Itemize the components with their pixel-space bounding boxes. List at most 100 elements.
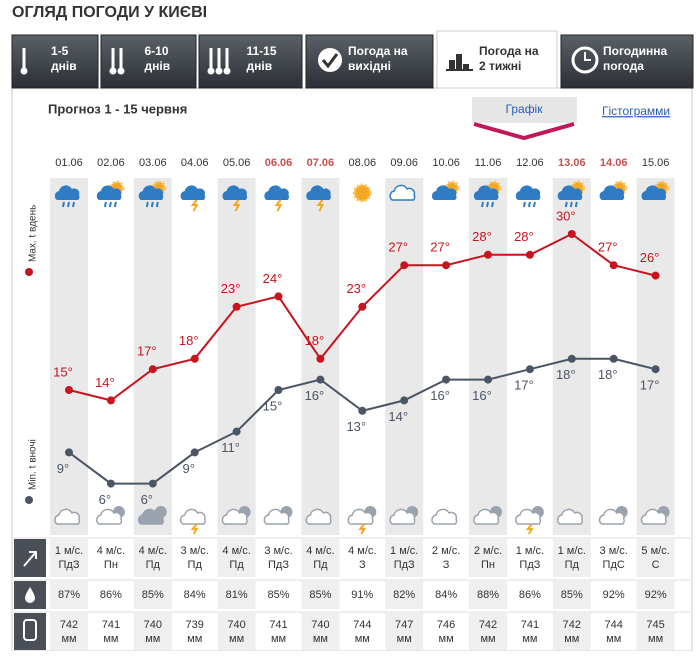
tab-label: Погода на [479,44,539,58]
point [148,365,157,374]
point [316,375,325,384]
icon-cloud [306,185,331,200]
icon-cloud [515,508,542,525]
value-label: 14° [95,375,115,390]
date-label: 04.06 [181,157,209,169]
cell-band [301,539,340,577]
icon-cloud [96,508,123,525]
point [232,427,241,436]
value-label: 17° [514,378,534,393]
pressure: 740 [311,619,329,631]
value-label: 26° [640,250,660,265]
cell-band [469,613,507,650]
value-label: 17° [640,378,660,393]
value-label: 16° [472,388,492,403]
tab-label: Погодинна [603,44,667,58]
value-label: 15° [263,398,283,413]
graph-view[interactable]: Графік [506,102,544,116]
pressure: 744 [605,619,623,631]
humidity: 85% [309,589,331,601]
tab-icon [318,48,342,72]
value-label: 18° [305,333,325,348]
tab-label: 2 тижні [479,59,521,73]
icon-drop [145,201,149,208]
histogram-view[interactable]: Гістограмми [602,104,670,118]
icon-cloud [473,185,499,200]
cell-band [552,613,591,650]
date-label: 12.06 [516,157,544,169]
tab-label: днів [247,59,273,73]
icon-cloud [389,508,416,525]
date-label: 15.06 [642,157,670,169]
icon-sun [352,183,372,203]
date-label: 07.06 [307,157,335,169]
icon-bolt [316,199,325,212]
value-label: 27° [388,240,408,255]
tab-label: погода [603,59,644,73]
cell-band [50,539,88,577]
pressure-unit: мм [564,633,579,645]
point [358,406,367,415]
value-label: 16° [430,388,450,403]
cell-band [552,539,591,577]
humidity: 86% [519,589,541,601]
point [232,302,241,311]
icon-drop [67,201,70,208]
icon-cloud [96,185,122,200]
icon-bolt [190,199,199,212]
value-label: 28° [472,229,492,244]
humidity: 92% [603,589,625,601]
pressure: 740 [227,619,245,631]
date-label: 06.06 [265,157,293,169]
cell-band [133,539,172,577]
value-label: 9° [57,461,69,476]
cell-band [636,613,675,650]
pressure: 744 [353,619,371,631]
icon-cloud [138,185,164,200]
value-label: 11° [221,440,240,455]
humidity: 91% [351,589,373,601]
tab[interactable] [11,34,99,89]
icon-bolt [232,199,241,212]
point [274,292,283,301]
humidity: 81% [226,589,248,601]
pressure-unit: мм [271,633,286,645]
pressure: 746 [437,619,455,631]
humidity: 85% [142,589,164,601]
tab[interactable] [560,34,694,89]
wind-speed: 1 м/с. [390,545,418,557]
icon-cloud [473,508,500,525]
wind-speed: 4 м/с. [306,545,334,557]
point [525,365,534,374]
wind-direction: Пн [481,559,495,571]
point [651,365,660,374]
point [400,261,409,270]
value-label: 28° [514,229,534,244]
icon-cloud [641,185,667,200]
cell-band [133,581,172,609]
graph-button[interactable] [472,97,577,123]
tab-icon [20,67,28,75]
point [525,250,534,259]
tab[interactable] [100,34,197,89]
cell-band [217,613,256,650]
point [651,271,660,280]
point [274,386,283,394]
cell-band [385,539,424,577]
point [106,396,115,405]
wind-direction: Пн [104,559,118,571]
tab[interactable] [305,34,434,89]
icon-bolt [274,199,283,212]
tab-icon [456,54,462,70]
pressure: 740 [144,619,162,631]
point [442,261,451,270]
icon-drop [72,201,75,208]
pressure-unit: мм [397,633,412,645]
icon-cloud [598,508,625,525]
wind-direction: Пд [565,559,580,571]
wind-speed: 4 м/с. [97,545,125,557]
tab[interactable] [198,34,303,89]
value-label: 27° [430,240,450,255]
tab-icon [449,60,455,70]
icon-drop [113,201,117,208]
